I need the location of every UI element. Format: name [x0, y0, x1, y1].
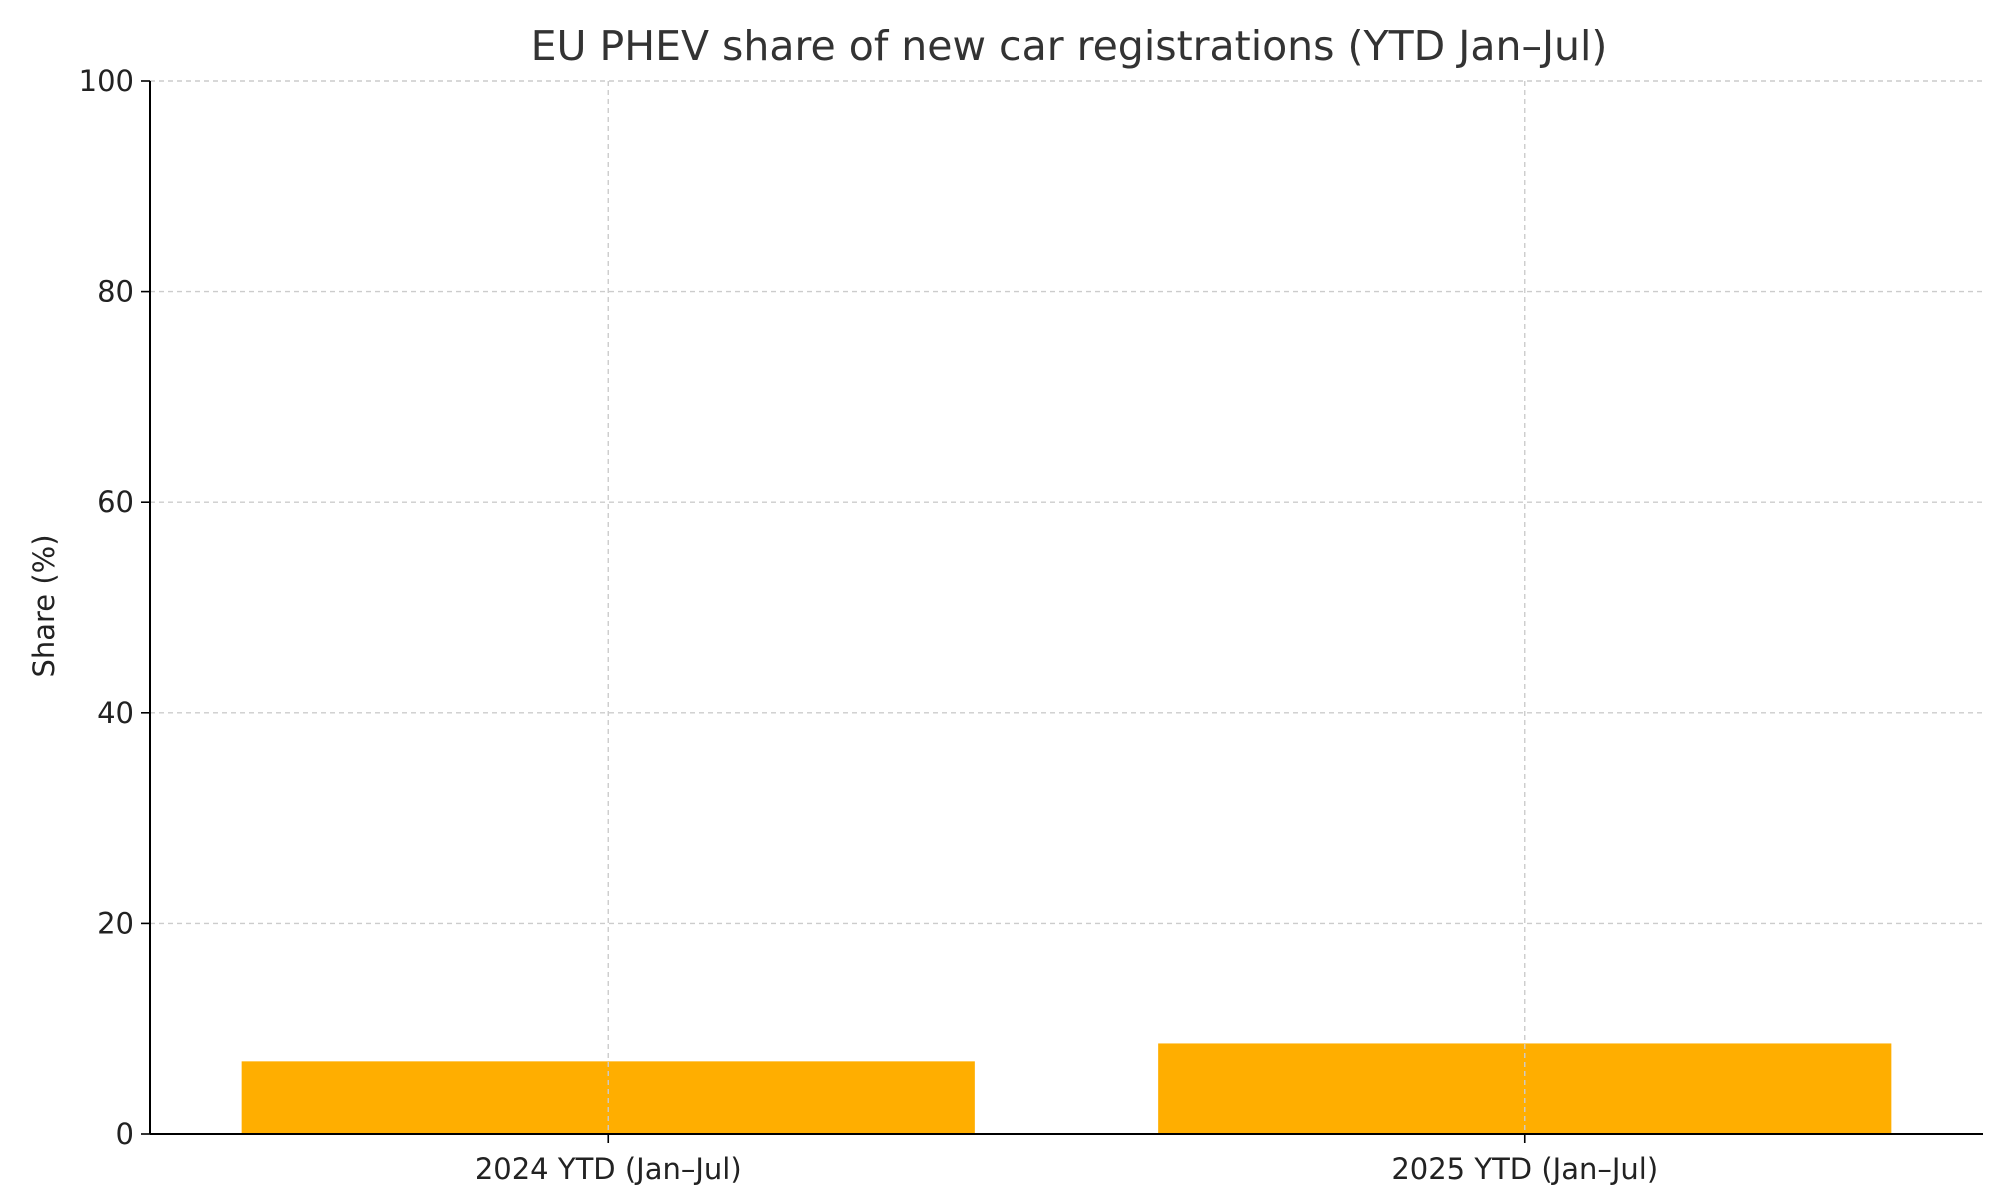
y-tick-label: 100 [79, 64, 134, 98]
axis-layer [149, 81, 1983, 1135]
grid-layer [150, 80, 1983, 925]
y-tick-label: 80 [97, 275, 134, 309]
tick-layer: 0 20 40 60 80 100 2024 YTD (Jan–Jul) 2025 YTD (… [79, 64, 1659, 1186]
y-tick-label: 0 [116, 1117, 134, 1151]
x-tick-label: 2025 YTD (Jan–Jul) [1391, 1152, 1658, 1186]
y-axis-label: Share (%) [27, 534, 61, 677]
y-tick-label: 40 [97, 696, 134, 730]
x-tick-label: 2024 YTD (Jan–Jul) [475, 1152, 742, 1186]
y-tick-label: 20 [97, 906, 134, 940]
chart-title: EU PHEV share of new car registrations (… [531, 22, 1608, 70]
bar-layer [241, 1043, 1892, 1134]
y-tick-label: 60 [97, 485, 134, 519]
